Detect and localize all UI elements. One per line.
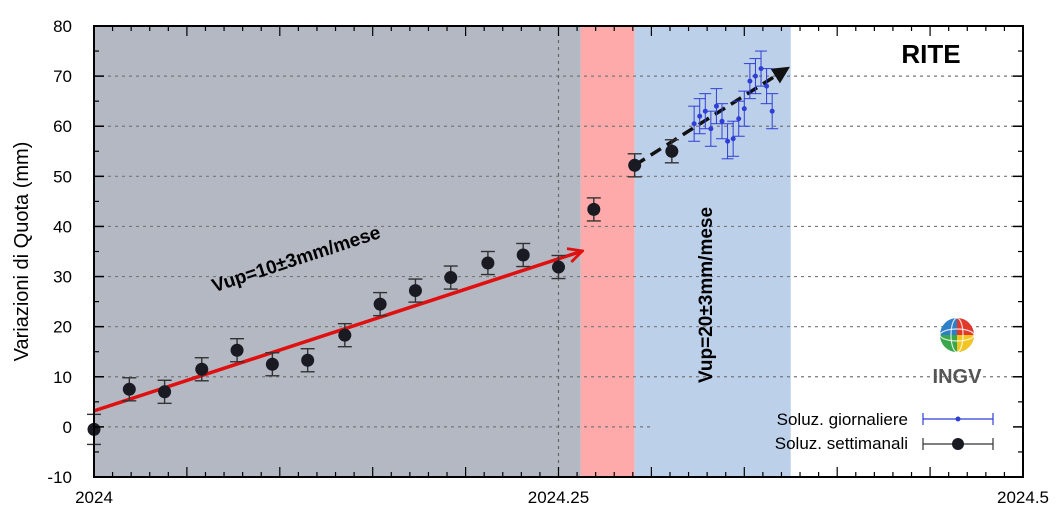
logo-text: INGV — [933, 366, 983, 388]
data-point — [691, 121, 697, 127]
data-point — [481, 256, 495, 270]
y-tick-label: 20 — [53, 318, 72, 337]
data-point — [552, 260, 565, 274]
legend-marker — [955, 416, 961, 422]
period-band-2 — [634, 26, 791, 477]
data-point — [158, 385, 172, 399]
ingv-logo: INGV — [933, 317, 983, 388]
period-band-0 — [94, 26, 581, 477]
legend-label-daily: Soluz. giornaliere — [777, 410, 908, 429]
y-tick-label: 0 — [63, 418, 72, 437]
y-tick-label: 70 — [53, 67, 72, 86]
data-point — [587, 202, 601, 216]
y-tick-label: -10 — [47, 468, 72, 487]
y-axis-label: Variazioni di Quota (mm) — [11, 142, 33, 362]
data-point — [338, 328, 352, 342]
data-point — [713, 103, 719, 109]
legend-symbol-weekly — [922, 438, 994, 450]
data-point — [444, 271, 458, 285]
tick-labels: -10 0 10 20 30 40 50 60 70 80 2024 2024.25 2024.5 — [47, 17, 1049, 507]
y-tick-label: 80 — [53, 17, 72, 36]
station-name: RITE — [901, 39, 960, 69]
data-point — [665, 144, 679, 158]
data-point — [747, 78, 753, 84]
legend-label-weekly: Soluz. settimanali — [775, 434, 908, 453]
data-point — [708, 126, 714, 132]
trend-line-1 — [633, 66, 790, 167]
data-point — [697, 113, 703, 119]
y-tick-label: 30 — [53, 268, 72, 287]
legend-symbol-daily — [922, 413, 994, 425]
data-point — [373, 297, 387, 311]
x-tick-label: 2024.25 — [528, 488, 589, 507]
data-point — [769, 108, 775, 114]
x-tick-label: 2024.5 — [997, 488, 1049, 507]
legend-marker — [952, 438, 964, 450]
data-point — [230, 343, 244, 357]
data-point — [195, 362, 209, 376]
data-series — [87, 50, 779, 446]
trend-label-second: Vup=20±3mm/mese — [696, 207, 717, 383]
data-point — [741, 106, 747, 112]
data-point — [725, 138, 731, 144]
legend: Soluz. giornaliere Soluz. settimanali — [775, 410, 994, 453]
data-point — [628, 158, 642, 172]
data-point — [301, 353, 315, 367]
data-point — [265, 357, 279, 371]
data-point — [719, 118, 725, 124]
series-1 — [688, 50, 779, 160]
y-tick-label: 40 — [53, 217, 72, 236]
trend-lines — [93, 66, 790, 413]
data-point — [122, 382, 136, 396]
x-tick-label: 2024 — [75, 488, 113, 507]
data-point — [730, 136, 736, 142]
period-band-1 — [580, 26, 635, 477]
data-point — [736, 116, 742, 122]
axis-ticks — [93, 25, 1024, 478]
trend-line-0 — [93, 252, 581, 413]
period-bands — [94, 26, 791, 477]
data-point — [516, 248, 530, 262]
globe-icon — [939, 317, 975, 353]
data-point — [764, 83, 770, 89]
data-point — [752, 73, 758, 79]
y-tick-label: 10 — [53, 368, 72, 387]
y-tick-label: 50 — [53, 167, 72, 186]
data-point — [408, 284, 422, 298]
y-tick-label: 60 — [53, 117, 72, 136]
